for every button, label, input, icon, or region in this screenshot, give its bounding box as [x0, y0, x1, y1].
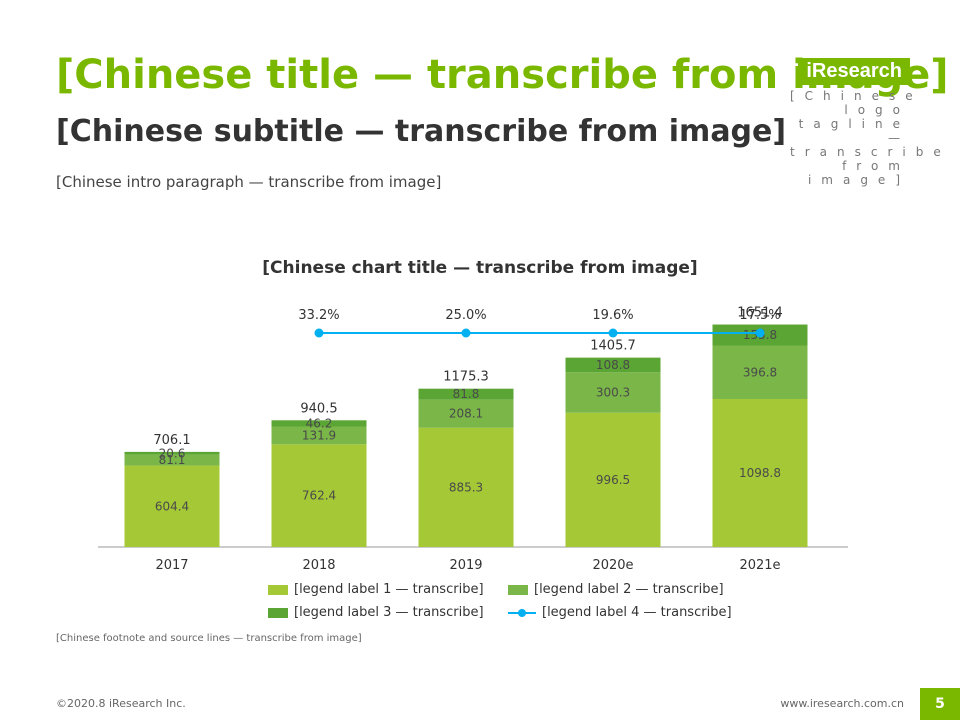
bar-label-2019-2: 81.8: [453, 387, 480, 401]
chart-legend: [legend label 1 — transcribe] [legend la…: [268, 582, 748, 620]
bar-segment-2018-0: [271, 444, 367, 547]
growth-label-2020e: 19.6%: [592, 308, 633, 323]
page-number: 5: [920, 688, 960, 720]
logo-tagline: [Chinese logo tagline — transcribe from …: [790, 89, 951, 187]
logo-wordmark: iResearch: [798, 58, 910, 85]
total-label-2021e: 1651.4: [737, 306, 783, 321]
page-subtitle: [Chinese subtitle — transcribe from imag…: [56, 114, 787, 149]
brand-logo: iResearch [Chinese logo tagline — transc…: [790, 58, 951, 187]
x-tick-2021e: 2021e: [739, 558, 780, 573]
bar-segment-2021e-1: [712, 345, 808, 399]
bar-segment-2017-1: [124, 454, 220, 466]
bar-segment-2017-0: [124, 465, 220, 547]
website-url: www.iresearch.com.cn: [780, 697, 904, 710]
growth-point-2021e: [755, 328, 765, 338]
growth-point-2019: [461, 328, 471, 338]
legend-label-commercial-market: [legend label 3 — transcribe]: [294, 605, 484, 620]
bar-segment-2019-1: [418, 399, 514, 428]
x-tick-2020e: 2020e: [592, 558, 633, 573]
total-label-2017: 706.1: [153, 433, 190, 448]
bar-label-2018-0: 762.4: [302, 489, 336, 503]
bar-segment-2019-0: [418, 427, 514, 547]
bar-segment-2018-1: [271, 426, 367, 445]
bar-label-2020e-2: 108.8: [596, 358, 630, 372]
bar-label-2019-0: 885.3: [449, 480, 483, 494]
legend-label-growth-rate: [legend label 4 — transcribe]: [542, 605, 732, 620]
bar-label-2021e-0: 1098.8: [739, 466, 781, 480]
bar-label-2020e-0: 996.5: [596, 473, 630, 487]
bar-segment-2021e-0: [712, 398, 808, 547]
bar-label-2017-2: 20.6: [159, 446, 186, 460]
legend-label-streaming-market: [legend label 2 — transcribe]: [534, 582, 724, 597]
bar-segment-2019-2: [418, 388, 514, 400]
chart-title: [Chinese chart title — transcribe from i…: [262, 258, 698, 278]
legend-swatch-growth-rate: [508, 608, 536, 618]
bar-segment-2020e-1: [565, 372, 661, 413]
growth-label-2021e: 17.5%: [739, 308, 780, 323]
legend-item-growth-rate: [legend label 4 — transcribe]: [508, 605, 748, 620]
legend-swatch-game-market: [268, 584, 288, 595]
x-tick-2019: 2019: [449, 558, 482, 573]
growth-point-2018: [314, 328, 324, 338]
legend-swatch-streaming-market: [508, 584, 528, 595]
bar-segment-2018-2: [271, 420, 367, 427]
x-tick-2018: 2018: [302, 558, 335, 573]
total-label-2018: 940.5: [300, 401, 337, 416]
legend-item-commercial-market: [legend label 3 — transcribe]: [268, 605, 508, 620]
intro-paragraph: [Chinese intro paragraph — transcribe fr…: [56, 173, 442, 191]
bar-label-2018-2: 46.2: [306, 416, 333, 430]
bar-label-2018-1: 131.9: [302, 428, 336, 442]
bar-label-2019-1: 208.1: [449, 407, 483, 421]
growth-label-2019: 25.0%: [445, 308, 486, 323]
total-label-2019: 1175.3: [443, 370, 489, 385]
bar-segment-2017-2: [124, 451, 220, 455]
legend-swatch-commercial-market: [268, 607, 288, 618]
bar-segment-2020e-0: [565, 412, 661, 547]
chart-footnote: [Chinese footnote and source lines — tra…: [56, 633, 362, 644]
growth-point-2020e: [608, 328, 618, 338]
x-tick-2017: 2017: [155, 558, 188, 573]
legend-label-game-market: [legend label 1 — transcribe]: [294, 582, 484, 597]
copyright: ©2020.8 iResearch Inc.: [56, 697, 186, 710]
bar-label-2017-0: 604.4: [155, 499, 189, 513]
legend-item-streaming-market: [legend label 2 — transcribe]: [508, 582, 748, 597]
growth-label-2018: 33.2%: [298, 308, 339, 323]
bar-label-2020e-1: 300.3: [596, 386, 630, 400]
bar-label-2017-1: 81.1: [159, 453, 186, 467]
bar-segment-2020e-2: [565, 357, 661, 373]
total-label-2020e: 1405.7: [590, 339, 636, 354]
bar-label-2021e-1: 396.8: [743, 365, 777, 379]
legend-item-game-market: [legend label 1 — transcribe]: [268, 582, 508, 597]
